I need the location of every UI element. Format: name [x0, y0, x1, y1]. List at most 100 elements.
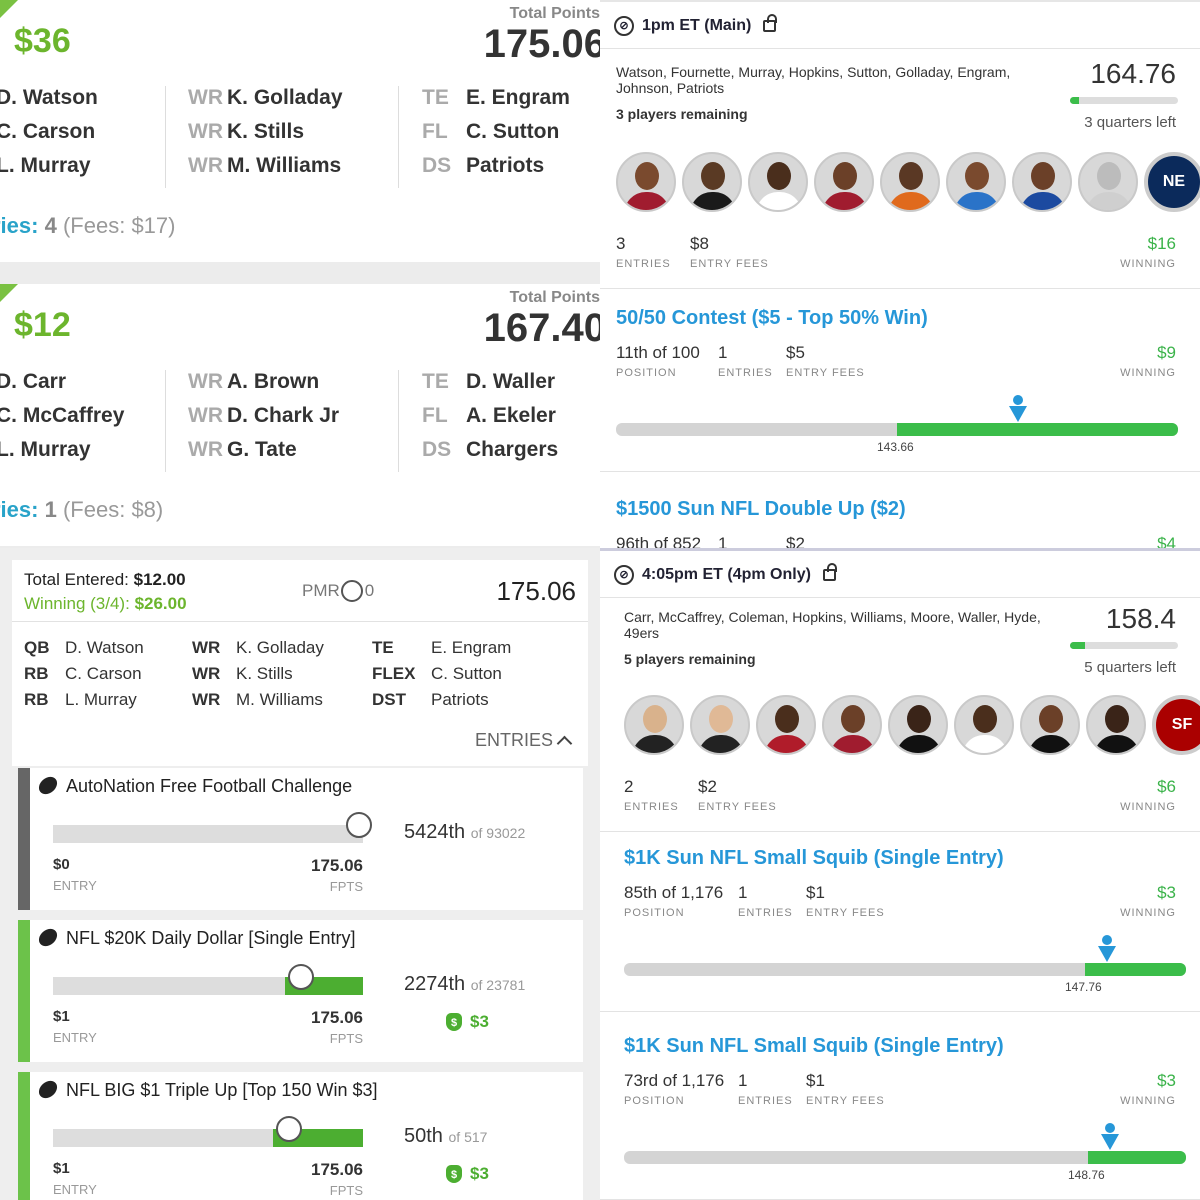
fantasy-points: 175.06: [311, 1008, 363, 1027]
winning-stat: $4: [1157, 534, 1176, 548]
contest-entry-card[interactable]: AutoNation Free Football Challenge $0 ENTR…: [18, 768, 583, 910]
player-name: G. Tate: [227, 438, 297, 461]
pin-point: [1101, 1134, 1119, 1150]
slate-header[interactable]: ⊘ 1pm ET (Main): [614, 14, 778, 36]
player-name: M. Williams: [227, 154, 342, 177]
player-avatar[interactable]: [682, 152, 742, 212]
total-points-label: Total Points: [509, 5, 600, 22]
payout-zone: [897, 423, 1178, 436]
contest-title-link[interactable]: $1500 Sun NFL Double Up ($2): [616, 498, 906, 520]
player-name: D. Chark Jr: [227, 404, 340, 427]
lineup-card[interactable]: $12 Total Points 167.40 D. Carr C. McCaf…: [0, 284, 600, 546]
column-divider: [398, 86, 399, 188]
player-name: Patriots: [466, 154, 545, 177]
lineup-score: 175.06: [496, 576, 576, 606]
position-label: POSITION: [624, 907, 685, 919]
game-progress-fill: [1070, 97, 1079, 104]
prize: $ $3: [446, 1012, 489, 1032]
avatar-head: [643, 705, 667, 733]
entries-summary[interactable]: ries: 1 (Fees: $8): [0, 497, 163, 523]
winning-stat: $9 WINNING: [1120, 343, 1176, 379]
contest-title-link[interactable]: 50/50 Contest ($5 - Top 50% Win): [616, 307, 928, 329]
player-avatar[interactable]: [1020, 695, 1080, 755]
entries-value: 3: [616, 234, 626, 253]
player-avatar[interactable]: [888, 695, 948, 755]
player-avatar[interactable]: [814, 152, 874, 212]
player-avatar[interactable]: [1086, 695, 1146, 755]
contest-entry-card[interactable]: NFL BIG $1 Triple Up [Top 150 Win $3] $1 E…: [18, 1072, 583, 1200]
divider: [600, 48, 1200, 49]
player-name: L. Murray: [0, 438, 91, 461]
total-entered-label: Total Entered:: [24, 570, 129, 589]
avatar-jersey: [1086, 192, 1132, 210]
player-avatar[interactable]: [748, 152, 808, 212]
football-icon: [35, 773, 61, 798]
football-icon: [35, 1077, 61, 1102]
pin-head: [1013, 395, 1023, 405]
contest-title-link[interactable]: $1K Sun NFL Small Squib (Single Entry): [624, 847, 1004, 869]
player-avatar[interactable]: [880, 152, 940, 212]
status-bar: [18, 768, 30, 910]
entries-label: ENTRIES: [616, 258, 671, 270]
avatar-head: [635, 162, 659, 190]
contest-entry-card[interactable]: NFL $20K Daily Dollar [Single Entry] $1 EN…: [18, 920, 583, 1062]
position-label: DST: [372, 690, 406, 709]
rank-value: 2274th: [404, 973, 466, 995]
entries-toggle-button[interactable]: ENTRIES: [475, 730, 573, 752]
cutline-value: 148.76: [1068, 1168, 1105, 1182]
position-label: WR: [192, 690, 221, 709]
lineup-column-1: D. Carr C. McCaffrey L. Murray: [0, 370, 124, 472]
player-avatar[interactable]: [946, 152, 1006, 212]
slate-title: 4:05pm ET (4pm Only): [642, 566, 811, 583]
user-position-pin-icon: [1009, 395, 1027, 423]
column-divider: [165, 86, 166, 188]
avatar-head: [1097, 162, 1121, 190]
avatar-jersey: [822, 192, 868, 210]
entries-summary[interactable]: ries: 4 (Fees: $17): [0, 213, 175, 239]
player-avatar[interactable]: [616, 152, 676, 212]
team-logo[interactable]: NE: [1144, 152, 1200, 212]
team-logo[interactable]: SF: [1152, 695, 1200, 755]
player-avatar[interactable]: [954, 695, 1014, 755]
player-avatar[interactable]: [1012, 152, 1072, 212]
lineup-card[interactable]: $36 Total Points 175.06 D. Watson C. Car…: [0, 0, 600, 262]
avatar-jersey: [1028, 735, 1074, 753]
player-avatar[interactable]: [1078, 152, 1138, 212]
player-avatar[interactable]: [756, 695, 816, 755]
position-label: WR: [188, 370, 223, 393]
winning-value: $3: [1157, 883, 1176, 902]
position-label: RB: [24, 690, 49, 709]
position-label: WR: [188, 154, 223, 177]
entry-fees: (Fees: $17): [62, 213, 176, 238]
player-avatar[interactable]: [624, 695, 684, 755]
slate-header[interactable]: ⊘ 4:05pm ET (4pm Only): [614, 563, 837, 585]
total-points-value: 175.06: [483, 22, 600, 66]
total-entered-value: $12.00: [133, 570, 186, 589]
entry-fee: $0: [53, 856, 70, 873]
position-label: DS: [422, 438, 452, 461]
slate-panel-main: ⊘ 1pm ET (Main) Watson, Fournette, Murray,…: [600, 0, 1200, 548]
position-label: WR: [188, 120, 223, 143]
contest-title-link[interactable]: $1K Sun NFL Small Squib (Single Entry): [624, 1035, 1004, 1057]
fees-label: ENTRY FEES: [690, 258, 769, 270]
entries-label: ENTRIES: [738, 1095, 793, 1107]
pmr-circle-icon: [340, 580, 363, 602]
winning-stat: $16 WINNING: [1120, 234, 1176, 270]
player-name: A. Brown: [227, 370, 320, 393]
entries-value: 1: [738, 1071, 748, 1090]
position-value: 73rd of 1,176: [624, 1071, 725, 1090]
avatar-head: [973, 705, 997, 733]
position-label: WR: [192, 638, 221, 657]
avatar-head: [833, 162, 857, 190]
pmr-label: PMR: [302, 581, 340, 600]
player-name: L. Murray: [65, 690, 137, 709]
fees-stat: $1 ENTRY FEES: [806, 883, 885, 919]
avatar-jersey: [830, 735, 876, 753]
divider: [600, 1011, 1200, 1012]
winnings-amount: $12: [14, 306, 71, 344]
avatar-head: [709, 705, 733, 733]
player-avatar[interactable]: [822, 695, 882, 755]
player-avatar[interactable]: [690, 695, 750, 755]
players-remaining: 5 players remaining: [624, 651, 756, 667]
fees-label: ENTRY FEES: [806, 907, 885, 919]
